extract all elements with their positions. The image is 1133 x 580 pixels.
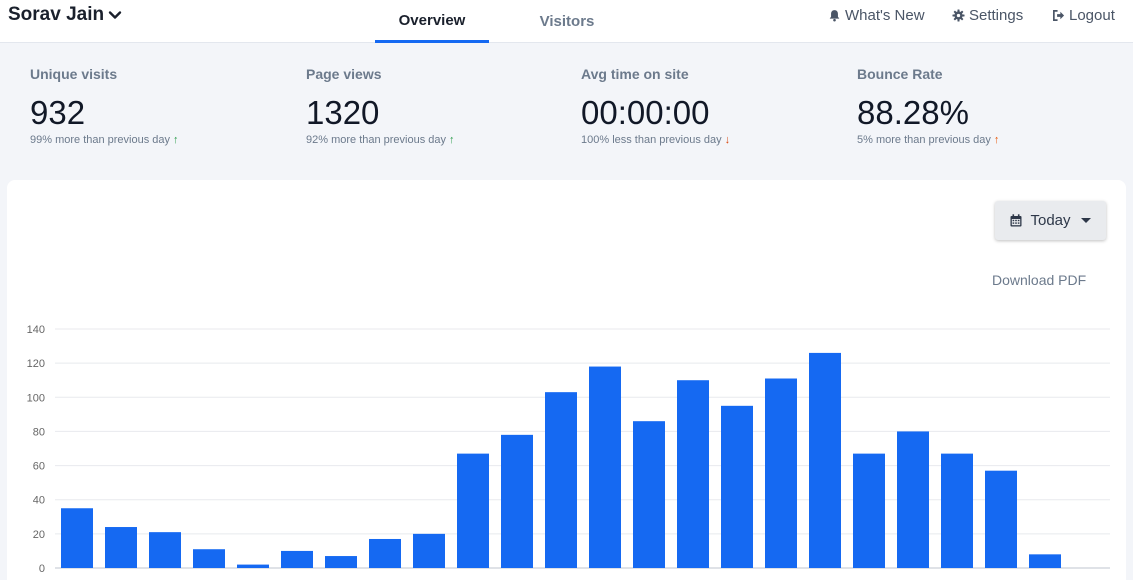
chart-bar[interactable] <box>633 421 665 568</box>
stat-avg-time: Avg time on site 00:00:00 100% less than… <box>581 66 821 146</box>
y-tick-label: 20 <box>33 529 45 541</box>
period-select-button[interactable]: Today <box>995 201 1106 240</box>
settings-label: Settings <box>969 6 1024 24</box>
chart-bar[interactable] <box>589 366 621 568</box>
logout-link[interactable]: Logout <box>1052 0 1115 30</box>
chart-bar[interactable] <box>369 538 401 568</box>
chart-bar[interactable] <box>413 533 445 568</box>
logout-label: Logout <box>1069 6 1115 24</box>
chevron-down-icon <box>108 11 122 19</box>
stat-value: 88.28% <box>857 94 969 131</box>
tab-overview[interactable]: Overview <box>375 0 489 43</box>
logout-icon <box>1053 9 1065 21</box>
stat-value: 932 <box>30 94 86 131</box>
y-tick-label: 40 <box>33 495 45 507</box>
stat-delta-text: 99% more than previous day <box>30 134 171 146</box>
chart-bar[interactable] <box>105 527 137 568</box>
stat-value: 1320 <box>306 94 380 131</box>
stat-label: Bounce Rate <box>857 66 943 82</box>
chart-bar[interactable] <box>897 431 929 568</box>
stat-delta-text: 100% less than previous day <box>581 134 722 146</box>
user-menu[interactable]: Sorav Jain <box>8 3 122 27</box>
y-tick-label: 0 <box>39 563 45 575</box>
chart-bar[interactable] <box>149 532 181 568</box>
chart-bar[interactable] <box>545 392 577 568</box>
chart-bar[interactable] <box>193 549 225 568</box>
chart-bar[interactable] <box>853 453 885 568</box>
stat-label: Unique visits <box>30 66 118 82</box>
arrow-up-icon: ↑ <box>993 134 1000 146</box>
chart-bar[interactable] <box>61 508 93 568</box>
chart-bar[interactable] <box>765 378 797 568</box>
stat-delta-text: 5% more than previous day <box>857 134 991 146</box>
stat-delta-text: 92% more than previous day <box>306 134 447 146</box>
y-tick-label: 80 <box>33 426 45 438</box>
visits-bar-chart: 0 20 40 60 80 100 120 140 <box>27 324 1110 575</box>
calendar-icon <box>1010 214 1022 227</box>
stat-bounce-rate: Bounce Rate 88.28% 5% more than previous… <box>857 66 1097 146</box>
chart-bar[interactable] <box>501 434 533 568</box>
chart-bar[interactable] <box>237 564 269 568</box>
chart-bar[interactable] <box>325 556 357 568</box>
stat-delta: 99% more than previous day ↑ <box>30 134 270 146</box>
stat-delta: 5% more than previous day ↑ <box>857 134 1097 146</box>
chart-bar[interactable] <box>457 453 489 568</box>
stat-page-views: Page views 1320 92% more than previous d… <box>306 66 546 146</box>
y-tick-label: 100 <box>27 392 45 404</box>
chart-bar[interactable] <box>809 352 841 568</box>
stat-unique-visits: Unique visits 932 99% more than previous… <box>30 66 270 146</box>
stat-label: Page views <box>306 66 382 82</box>
caret-down-icon <box>1080 218 1091 223</box>
arrow-down-icon: ↓ <box>724 134 731 146</box>
user-name: Sorav Jain <box>8 4 105 25</box>
chart-bar[interactable] <box>677 380 709 568</box>
bell-icon <box>829 9 840 21</box>
whats-new-link[interactable]: What's New <box>828 0 925 30</box>
settings-link[interactable]: Settings <box>952 0 1023 30</box>
top-navigation-bar: Sorav Jain Overview Visitors What's New <box>0 0 1133 43</box>
chart-bar[interactable] <box>1029 554 1061 568</box>
chart-bar[interactable] <box>281 550 313 568</box>
stat-delta: 92% more than previous day ↑ <box>306 134 546 146</box>
download-pdf-link[interactable]: Download PDF <box>992 272 1087 288</box>
arrow-up-icon: ↑ <box>173 134 179 146</box>
whats-new-label: What's New <box>845 6 925 24</box>
y-tick-label: 60 <box>33 461 45 473</box>
gear-icon <box>952 8 965 22</box>
y-tick-label: 140 <box>27 324 45 336</box>
tab-visitors[interactable]: Visitors <box>539 13 595 30</box>
stat-delta: 100% less than previous day ↓ <box>581 134 821 146</box>
stat-value: 00:00:00 <box>581 94 710 131</box>
stat-label: Avg time on site <box>581 66 689 82</box>
chart-bar[interactable] <box>941 453 973 568</box>
chart-bar[interactable] <box>985 470 1017 568</box>
period-label: Today <box>1030 212 1071 229</box>
y-tick-label: 120 <box>27 358 45 370</box>
chart-bar[interactable] <box>721 405 753 568</box>
arrow-up-icon: ↑ <box>449 134 455 146</box>
